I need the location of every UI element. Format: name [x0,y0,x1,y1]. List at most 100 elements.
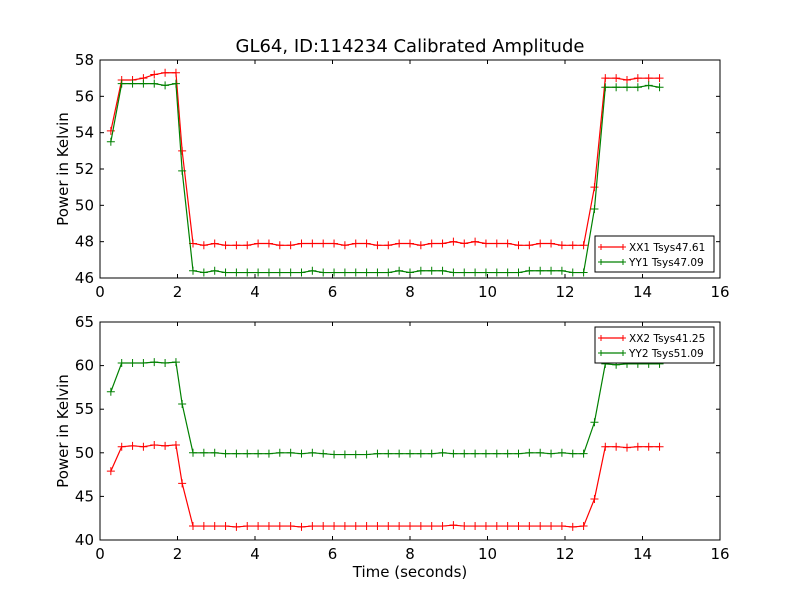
data-point [460,239,469,248]
data-point [579,449,588,458]
data-point [384,449,393,458]
data-point [139,79,148,88]
data-point [297,239,306,248]
data-point [449,521,458,530]
data-point [243,241,252,250]
y-tick-label: 40 [75,531,94,549]
data-point [330,450,339,459]
data-point [525,448,534,457]
data-point [395,522,404,531]
x-tick-label: 4 [250,545,260,563]
data-point [308,448,317,457]
data-point [275,241,284,250]
legend-box [594,235,715,273]
x-tick-label: 8 [405,283,415,301]
x-tick-label: 0 [95,283,105,301]
y-tick-label: 55 [75,400,94,418]
data-point [449,237,458,246]
data-point [438,448,447,457]
data-point [427,266,436,275]
data-point [601,442,610,451]
data-point [460,449,469,458]
data-point [492,522,501,531]
data-point [416,241,425,250]
series-line [110,82,660,274]
data-point [340,450,349,459]
data-point [128,358,137,367]
data-point [568,241,577,250]
data-point [264,449,273,458]
data-point [210,266,219,275]
data-point [547,266,556,275]
x-tick-label: 14 [633,283,652,301]
data-point [319,449,328,458]
data-point [438,239,447,248]
data-point [633,83,642,92]
data-point [579,241,588,250]
data-point [178,479,187,488]
data-point [106,126,115,135]
legend: XX2 Tsys41.25 YY2 Tsys51.09 [594,326,715,364]
data-point [264,522,273,531]
data-point [644,74,653,83]
data-point [150,440,159,449]
data-point [460,268,469,277]
data-point [189,266,197,275]
data-point [492,268,501,277]
data-point [547,522,556,531]
data-point [471,449,480,458]
data-point [525,522,534,531]
data-point [536,522,545,531]
data-point [406,522,414,531]
data-point [362,522,371,531]
series-1-2 [106,79,664,277]
legend-marker [598,259,626,265]
data-point [221,522,230,531]
data-point [384,522,393,531]
chart-title: GL64, ID:114234 Calibrated Amplitude [236,36,585,57]
data-point [644,81,653,90]
data-point [644,442,653,451]
data-point [536,266,545,275]
data-point [139,442,148,451]
series-line [110,72,660,246]
data-point [373,522,382,531]
data-point [351,239,360,248]
data-point [612,83,621,92]
data-point [612,74,621,83]
data-point [340,241,349,250]
y-axis-label: Power in Kelvin [54,112,72,226]
legend-marker [598,244,626,250]
data-point [139,358,148,367]
data-point [161,441,170,450]
data-point [460,522,469,531]
data-point [297,449,306,458]
data-point [481,239,490,248]
data-point [514,241,523,250]
data-point [623,75,631,84]
data-point [503,268,512,277]
data-point [568,522,577,531]
data-point [171,440,180,449]
data-point [232,449,241,458]
data-point [189,522,197,531]
x-tick-label: 2 [173,283,183,301]
data-point [395,239,404,248]
data-point [503,522,512,531]
data-point [210,522,219,531]
data-point [579,522,588,531]
data-point [199,241,208,250]
data-point [117,358,126,367]
series-2-2 [106,358,664,459]
data-point [286,268,295,277]
data-point [171,358,180,367]
data-point [286,448,295,457]
data-point [590,204,599,213]
data-point [481,268,490,277]
data-point [384,241,393,250]
data-point [275,268,284,277]
data-point [254,239,263,248]
data-point [416,522,425,531]
data-point [330,268,339,277]
data-point [351,450,360,459]
